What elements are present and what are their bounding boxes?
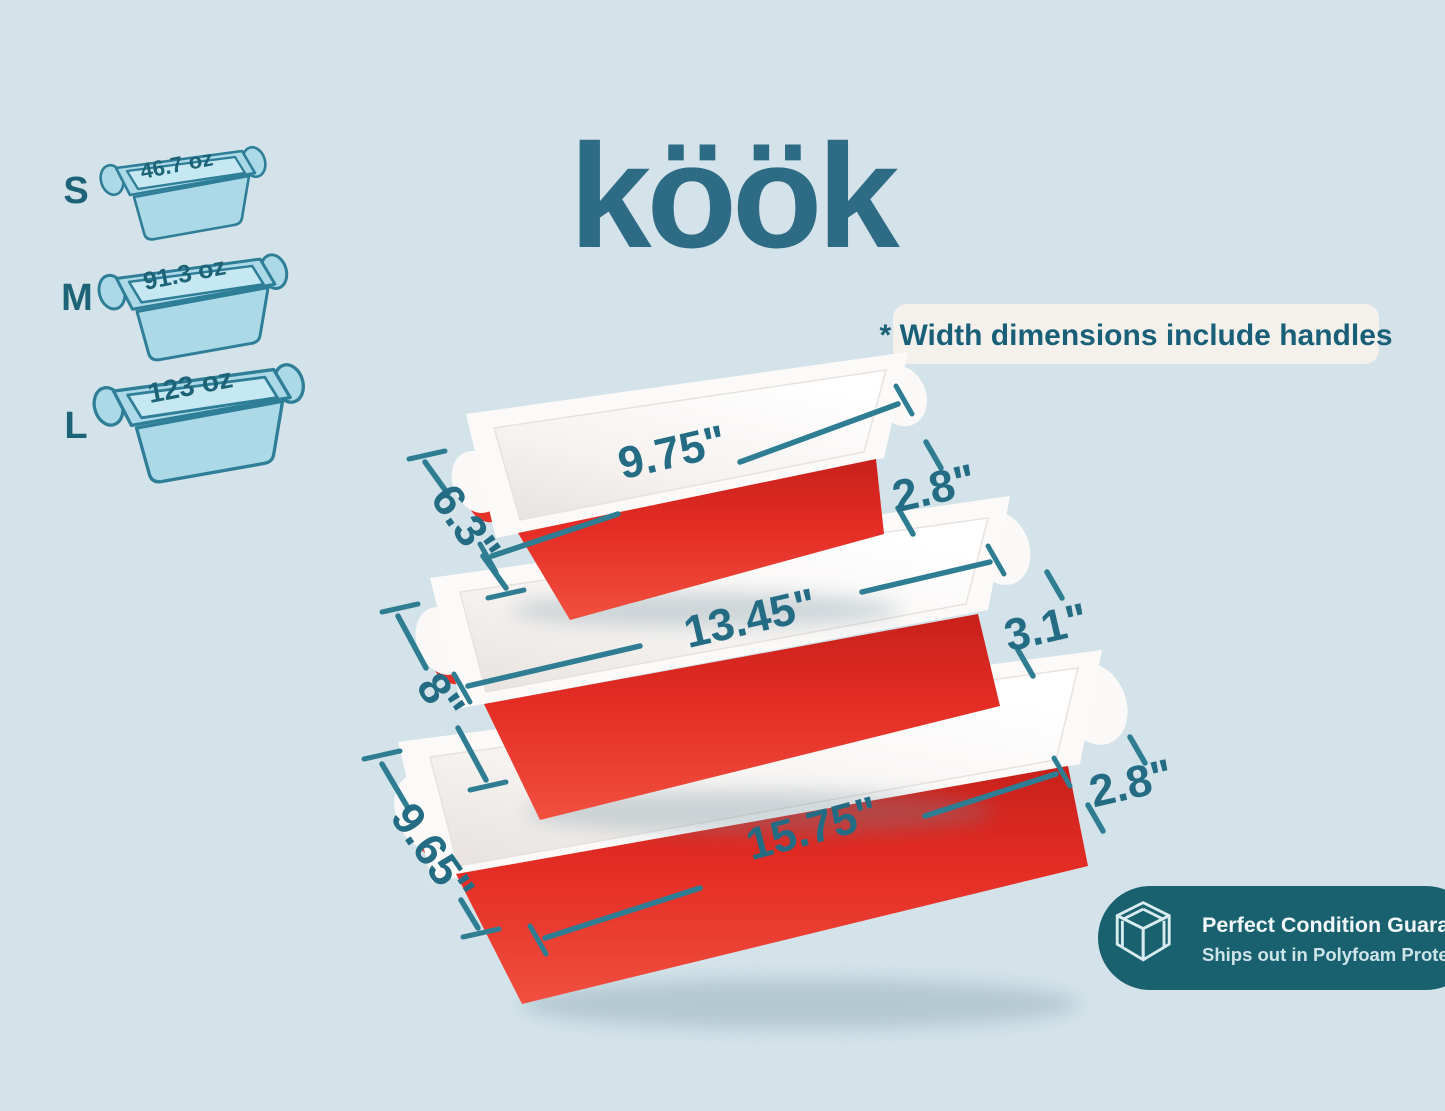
note-box: * Width dimensions include handles [879, 304, 1393, 364]
guarantee-badge: Perfect Condition Guarantee Ships out in… [1098, 886, 1445, 990]
dish-small [451, 352, 927, 628]
dim-height-large: 2.8" [1084, 734, 1178, 834]
size-label-medium: M [61, 277, 93, 319]
dish-small-front-wall [518, 459, 884, 620]
guarantee-title: Perfect Condition Guarantee [1202, 913, 1445, 937]
guarantee-badge-background [1098, 886, 1445, 990]
dim-width-small: 9.75" [477, 383, 915, 575]
dim-height-large-label: 2.8" [1084, 749, 1177, 818]
note-text: * Width dimensions include handles [879, 319, 1392, 352]
dish-small-interior [493, 369, 888, 521]
dish-large-shadow [520, 978, 1080, 1030]
guarantee-subtitle: Ships out in Polyfoam Protection [1202, 944, 1445, 965]
dim-height-medium-label: 3.1" [999, 593, 1092, 662]
brand-logo: köök [569, 114, 900, 279]
note-box-background [893, 304, 1379, 364]
dish-medium-front-wall [484, 614, 1000, 820]
size-label-large: L [64, 405, 87, 447]
size-label-small: S [63, 170, 88, 212]
dish-medium-shadow [525, 790, 995, 834]
polyfoam-box-icon [1115, 901, 1171, 962]
size-key: S 46.7 oz M 91.3 oz L 123 oz [61, 143, 310, 484]
